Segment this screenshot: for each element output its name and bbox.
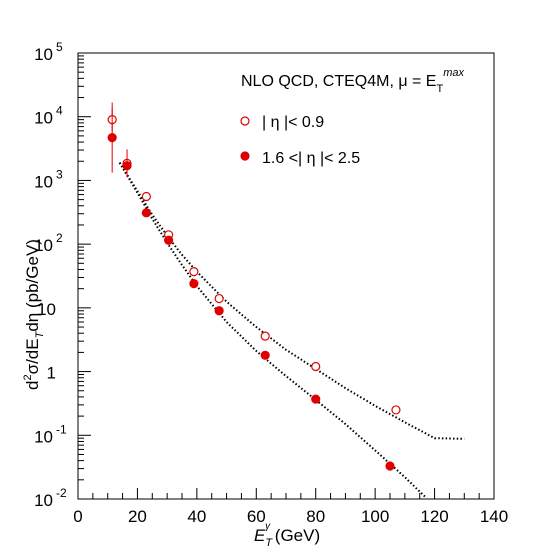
data-point-filled: [385, 461, 395, 471]
data-point-open: [311, 361, 321, 372]
y-tick-label: 10: [34, 491, 53, 510]
x-tick-label: 80: [306, 507, 325, 526]
y-tick-label: 10: [34, 172, 53, 191]
legend-header: NLO QCD, CTEQ4M, μ = ETmax: [241, 67, 464, 95]
x-tick-label: 40: [187, 507, 206, 526]
y-axis-label: d2σ/dETdη (pb/GeV): [22, 239, 46, 390]
y-tick-label: 10: [34, 427, 53, 446]
y-tick-label: 10: [34, 109, 53, 128]
legend-entry-central: | η |< 0.9: [262, 114, 324, 131]
data-point-filled: [214, 306, 224, 316]
y-tick-label: 10: [34, 236, 53, 255]
data-point-filled: [189, 279, 199, 289]
x-tick-label: 120: [420, 507, 448, 526]
data-point-filled: [311, 394, 321, 404]
data-point-filled: [122, 161, 132, 171]
axis-ticks: [77, 52, 495, 500]
data-point-open: [214, 293, 224, 304]
y-tick-exponent: -2: [56, 486, 67, 500]
y-tick-label: 1: [47, 364, 56, 383]
y-tick-exponent: -1: [56, 422, 67, 436]
data-points: [107, 102, 401, 471]
data-point-filled: [141, 208, 151, 218]
y-tick-label: 10: [34, 45, 53, 64]
data-point-open: [391, 405, 401, 415]
y-tick-label: 10: [37, 300, 56, 319]
y-tick-exponent: 2: [56, 231, 63, 245]
y-tick-exponent: 5: [56, 40, 63, 54]
legend-marker-open-circle: [240, 116, 250, 126]
theory-curve-1: [118, 162, 465, 440]
x-tick-label: 60: [247, 507, 266, 526]
x-tick-labels: 0 20 40 60 80 100 120 140: [73, 507, 508, 526]
data-point-open: [141, 191, 151, 202]
x-tick-label: 140: [480, 507, 508, 526]
data-point-open: [189, 267, 199, 277]
x-tick-label: 100: [361, 507, 389, 526]
legend-entry-forward: 1.6 <| η |< 2.5: [262, 150, 360, 167]
data-point-filled: [107, 133, 117, 143]
legend-marker-filled-circle: [240, 151, 250, 161]
theory-curve-2: [118, 162, 427, 499]
y-tick-exponent: 3: [56, 167, 63, 181]
data-point-filled: [164, 235, 174, 245]
data-point-open: [260, 331, 270, 341]
data-point-filled: [260, 350, 270, 360]
x-tick-label: 20: [128, 507, 147, 526]
y-tick-exponent: 4: [56, 104, 63, 118]
x-tick-label: 0: [73, 507, 82, 526]
x-axis-label: ETγ (GeV): [254, 521, 320, 549]
legend: NLO QCD, CTEQ4M, μ = ETmax | η |< 0.9 1.…: [240, 67, 464, 167]
theory-curves: [118, 162, 465, 499]
